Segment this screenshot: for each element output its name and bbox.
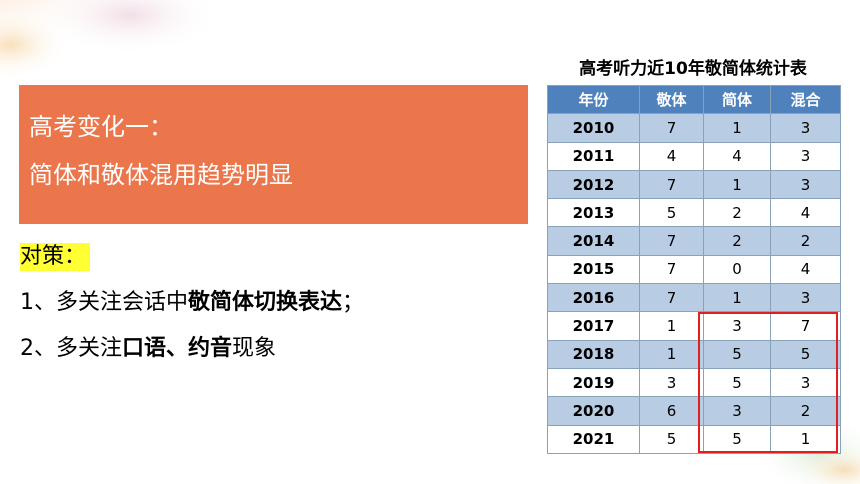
cell-year: 2015 bbox=[547, 254, 640, 285]
title-line-2: 简体和敬体混用趋势明显 bbox=[29, 161, 293, 189]
cell-mixed: 3 bbox=[770, 141, 841, 171]
strategy-item-1-suffix: ； bbox=[342, 290, 365, 315]
cell-mixed: 4 bbox=[770, 254, 841, 285]
cell-polite: 6 bbox=[639, 396, 704, 426]
cell-plain: 2 bbox=[703, 226, 771, 256]
header-mixed: 混合 bbox=[770, 84, 841, 115]
cell-polite: 7 bbox=[639, 169, 704, 200]
cell-year: 2018 bbox=[547, 339, 640, 369]
cell-plain: 1 bbox=[703, 169, 771, 200]
strategy-item-2-prefix: 2、多关注 bbox=[20, 336, 122, 361]
cell-mixed: 3 bbox=[770, 169, 841, 200]
cell-year: 2012 bbox=[547, 169, 640, 200]
table-row: 2014 7 2 2 bbox=[547, 226, 841, 256]
cell-plain: 5 bbox=[703, 424, 771, 454]
statistics-table: 年份 敬体 简体 混合 2010 7 1 3 2011 4 4 3 2012 7… bbox=[547, 84, 841, 454]
table-row: 2015 7 0 4 bbox=[547, 254, 841, 285]
strategy-item-2-separator: 、 bbox=[166, 336, 189, 361]
strategy-heading: 对策： bbox=[20, 243, 91, 271]
cell-year: 2020 bbox=[547, 396, 640, 426]
table-row: 2017 1 3 7 bbox=[547, 311, 841, 341]
cell-plain: 5 bbox=[703, 339, 771, 369]
cell-plain: 3 bbox=[703, 396, 771, 426]
table-row: 2018 1 5 5 bbox=[547, 339, 841, 369]
cell-polite: 1 bbox=[639, 339, 704, 369]
cell-polite: 7 bbox=[639, 226, 704, 256]
table-row: 2013 5 2 4 bbox=[547, 198, 841, 228]
table-row: 2012 7 1 3 bbox=[547, 169, 841, 200]
cell-year: 2014 bbox=[547, 226, 640, 256]
strategy-item-2-suffix: 现象 bbox=[232, 336, 277, 361]
table-row: 2016 7 1 3 bbox=[547, 283, 841, 313]
table-row: 2021 5 5 1 bbox=[547, 424, 841, 454]
cell-mixed: 5 bbox=[770, 339, 841, 369]
strategy-item-2-emphasis-2: 约音 bbox=[188, 336, 233, 361]
cell-year: 2021 bbox=[547, 424, 640, 454]
cell-polite: 1 bbox=[639, 311, 704, 341]
cell-polite: 5 bbox=[639, 424, 704, 454]
cell-mixed: 1 bbox=[770, 424, 841, 454]
table-row: 2019 3 5 3 bbox=[547, 367, 841, 398]
table-row: 2010 7 1 3 bbox=[547, 113, 841, 143]
cell-polite: 7 bbox=[639, 283, 704, 313]
cell-mixed: 7 bbox=[770, 311, 841, 341]
cell-year: 2011 bbox=[547, 141, 640, 171]
title-box: 高考变化一： 简体和敬体混用趋势明显 bbox=[19, 85, 528, 224]
cell-year: 2017 bbox=[547, 311, 640, 341]
cell-mixed: 3 bbox=[770, 113, 841, 143]
strategy-item-1: 1、多关注会话中敬简体切换表达； bbox=[20, 289, 364, 317]
header-polite: 敬体 bbox=[639, 84, 704, 115]
cell-plain: 1 bbox=[703, 283, 771, 313]
cell-plain: 4 bbox=[703, 141, 771, 171]
cell-year: 2016 bbox=[547, 283, 640, 313]
cell-polite: 4 bbox=[639, 141, 704, 171]
cell-plain: 5 bbox=[703, 367, 771, 398]
header-plain: 简体 bbox=[703, 84, 771, 115]
table-title: 高考听力近10年敬简体统计表 bbox=[579, 59, 807, 79]
title-line-1: 高考变化一： bbox=[29, 113, 173, 141]
cell-polite: 7 bbox=[639, 254, 704, 285]
cell-year: 2013 bbox=[547, 198, 640, 228]
cell-mixed: 4 bbox=[770, 198, 841, 228]
cell-plain: 2 bbox=[703, 198, 771, 228]
cell-plain: 0 bbox=[703, 254, 771, 285]
strategy-item-2-emphasis-1: 口语 bbox=[122, 336, 167, 361]
cell-polite: 7 bbox=[639, 113, 704, 143]
table-row: 2020 6 3 2 bbox=[547, 396, 841, 426]
cell-mixed: 3 bbox=[770, 283, 841, 313]
cell-mixed: 2 bbox=[770, 396, 841, 426]
strategy-item-2: 2、多关注口语、约音现象 bbox=[20, 335, 364, 363]
cell-plain: 3 bbox=[703, 311, 771, 341]
cell-polite: 5 bbox=[639, 198, 704, 228]
strategy-section: 对策： 1、多关注会话中敬简体切换表达； 2、多关注口语、约音现象 bbox=[20, 243, 364, 363]
cell-plain: 1 bbox=[703, 113, 771, 143]
cell-mixed: 3 bbox=[770, 367, 841, 398]
header-year: 年份 bbox=[547, 84, 640, 115]
cell-year: 2019 bbox=[547, 367, 640, 398]
table-header-row: 年份 敬体 简体 混合 bbox=[547, 84, 841, 115]
table-row: 2011 4 4 3 bbox=[547, 141, 841, 171]
cell-mixed: 2 bbox=[770, 226, 841, 256]
strategy-item-1-prefix: 1、多关注会话中 bbox=[20, 290, 188, 315]
strategy-item-1-emphasis: 敬简体切换表达 bbox=[188, 290, 343, 315]
cell-polite: 3 bbox=[639, 367, 704, 398]
cell-year: 2010 bbox=[547, 113, 640, 143]
